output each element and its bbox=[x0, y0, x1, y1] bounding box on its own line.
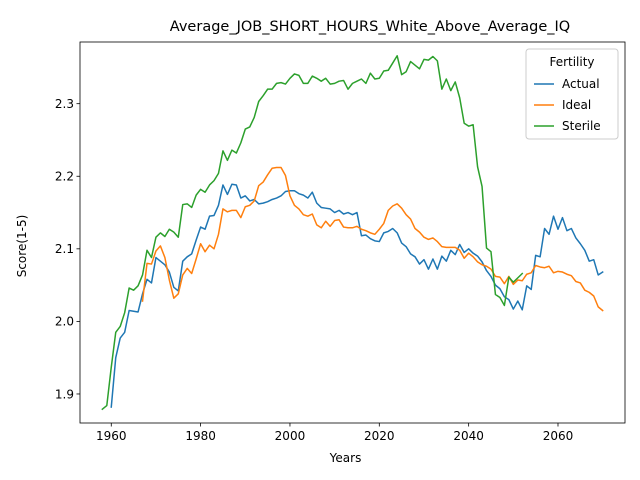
y-tick-label: 1.9 bbox=[55, 387, 74, 401]
y-axis: 1.9 2.0 2.1 2.2 2.3 bbox=[55, 97, 80, 401]
legend-label-actual: Actual bbox=[562, 77, 600, 91]
x-tick-label: 1960 bbox=[96, 429, 127, 443]
x-axis-title: Years bbox=[329, 451, 362, 465]
series-line-actual bbox=[110, 183, 604, 408]
plot-area bbox=[79, 41, 626, 424]
plot-frame bbox=[79, 41, 626, 424]
x-tick-label: 2020 bbox=[364, 429, 395, 443]
series-line-ideal bbox=[141, 166, 604, 312]
legend-label-sterile: Sterile bbox=[562, 119, 601, 133]
x-tick-label: 2060 bbox=[543, 429, 574, 443]
chart-title: Average_JOB_SHORT_HOURS_White_Above_Aver… bbox=[170, 19, 570, 35]
x-tick-label: 1980 bbox=[185, 429, 216, 443]
y-tick-label: 2.0 bbox=[55, 315, 74, 329]
x-tick-label: 2000 bbox=[275, 429, 306, 443]
y-axis-title: Score(1-5) bbox=[15, 215, 29, 278]
legend-label-ideal: Ideal bbox=[562, 98, 591, 112]
legend: Fertility Actual Ideal Sterile bbox=[525, 48, 619, 140]
legend-box bbox=[525, 48, 619, 140]
series-line-sterile bbox=[101, 55, 524, 411]
y-tick-label: 2.3 bbox=[55, 97, 74, 111]
x-axis: 1960 1980 2000 2020 2040 2060 bbox=[96, 423, 573, 443]
x-tick-label: 2040 bbox=[453, 429, 484, 443]
y-tick-label: 2.1 bbox=[55, 242, 74, 256]
legend-title: Fertility bbox=[549, 55, 594, 69]
y-tick-label: 2.2 bbox=[55, 170, 74, 184]
